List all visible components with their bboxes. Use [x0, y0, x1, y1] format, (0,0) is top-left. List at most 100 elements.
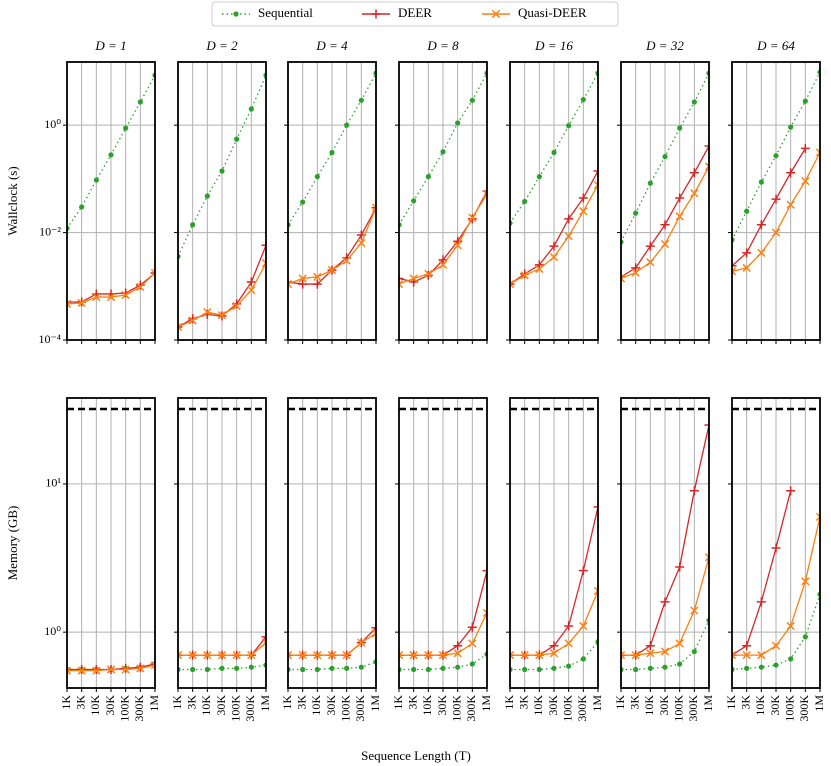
point [647, 665, 653, 671]
point [773, 662, 779, 668]
point [440, 149, 446, 155]
x-tick-label: 1K [613, 695, 627, 710]
point [510, 650, 515, 660]
point [689, 486, 699, 496]
point [357, 238, 366, 248]
axes-frame [620, 61, 710, 341]
point [468, 639, 477, 648]
point [314, 174, 320, 180]
point [288, 650, 293, 660]
point [342, 256, 351, 265]
x-tick-label: 1M [812, 695, 826, 712]
x-tick-label: 1K [391, 695, 405, 710]
point [67, 297, 72, 307]
point [551, 665, 557, 671]
point [732, 650, 737, 660]
point [800, 143, 810, 153]
point [566, 123, 572, 129]
point [593, 502, 598, 512]
x-tick-label: 10K [88, 695, 102, 716]
point [121, 663, 131, 673]
point [178, 322, 183, 332]
point [232, 301, 241, 311]
axes-frame [287, 397, 377, 689]
point [564, 639, 573, 648]
point [91, 664, 101, 674]
point [691, 99, 697, 105]
point [121, 290, 130, 300]
y-tick-label: 10⁰ [44, 117, 61, 131]
point [786, 621, 795, 631]
x-tick-label: 3K [184, 695, 198, 710]
plot-area [67, 72, 155, 309]
point [300, 199, 306, 205]
axes-frame [398, 61, 488, 341]
point [662, 664, 668, 670]
point [313, 650, 322, 660]
point [786, 168, 796, 178]
axes-frame [177, 61, 267, 341]
point [217, 311, 227, 320]
x-tick-label: 1K [170, 695, 184, 710]
point [150, 268, 155, 278]
point [690, 189, 699, 198]
point [534, 260, 544, 270]
point [801, 577, 810, 586]
x-tick-label: 1M [701, 695, 715, 712]
point [549, 241, 559, 251]
point [732, 267, 737, 276]
x-tick-label: 1K [502, 695, 516, 710]
subplot-title: D = 16 [534, 38, 573, 53]
point [535, 650, 544, 660]
point [742, 641, 752, 651]
point [771, 641, 781, 650]
y-tick-label: 10⁻⁴ [38, 332, 61, 346]
point [247, 650, 256, 660]
x-tick-label: 10K [642, 695, 656, 716]
point [344, 122, 350, 128]
point [123, 125, 129, 131]
point [327, 650, 337, 660]
point [150, 660, 155, 670]
point [564, 231, 573, 241]
point [248, 106, 254, 112]
point [453, 241, 462, 250]
x-tick-label: 10K [753, 695, 767, 716]
legend-box [211, 1, 619, 27]
x-tick-label: 100K [782, 695, 796, 722]
point [660, 239, 670, 249]
point [691, 648, 697, 655]
point [593, 180, 598, 190]
point [298, 279, 308, 289]
legend-marker [491, 9, 501, 19]
point [631, 650, 640, 660]
point [786, 486, 796, 496]
point [536, 174, 542, 180]
point [646, 649, 655, 658]
point [137, 99, 143, 105]
x-tick-label: 3K [738, 695, 752, 710]
point [732, 261, 737, 271]
point [621, 650, 626, 660]
plot-area [399, 566, 487, 673]
point [261, 638, 266, 647]
x-tick-label: 100K [560, 695, 574, 722]
point [815, 512, 820, 521]
point [453, 641, 463, 651]
point [425, 174, 431, 180]
subplot-title: D = 64 [756, 38, 795, 53]
point [469, 97, 475, 103]
point [704, 162, 709, 171]
point [329, 149, 335, 156]
point [510, 279, 515, 289]
point [660, 220, 670, 230]
point [424, 269, 433, 279]
point [190, 222, 196, 228]
point [298, 650, 307, 660]
point [564, 621, 574, 631]
point [467, 622, 477, 632]
plot-area [178, 72, 266, 332]
point [409, 274, 418, 283]
point [342, 650, 351, 660]
point [399, 273, 404, 283]
